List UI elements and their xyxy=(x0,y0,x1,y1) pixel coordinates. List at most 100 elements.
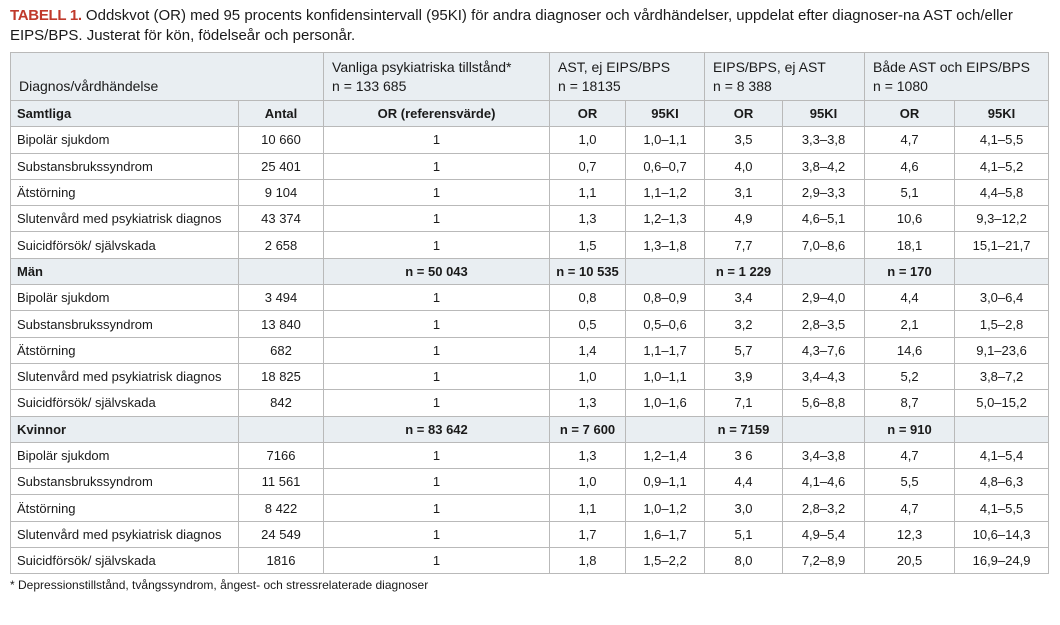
row-ast-ki: 1,6–1,7 xyxy=(625,520,706,549)
group-n-eips: n = 1 229 xyxy=(704,257,784,286)
row-ast-or: 1,7 xyxy=(549,520,627,549)
row-antal: 842 xyxy=(237,389,325,417)
row-eips-or: 3,9 xyxy=(704,362,784,391)
row-eips-ki: 3,4–4,3 xyxy=(782,362,866,391)
row-or-ref: 1 xyxy=(323,336,551,364)
row-bada-ki: 4,1–5,5 xyxy=(954,494,1050,522)
row-antal: 1816 xyxy=(237,547,325,575)
row-bada-ki: 5,0–15,2 xyxy=(954,389,1050,417)
row-or-ref: 1 xyxy=(323,205,551,233)
table-row: Ätstörning 8 422 1 1,1 1,0–1,2 3,0 2,8–3,2 4,7 4… xyxy=(10,494,1050,522)
row-or-ref: 1 xyxy=(323,520,551,549)
row-label: Suicidförsök/ självskada xyxy=(10,389,239,417)
row-ast-ki: 0,8–0,9 xyxy=(625,284,706,312)
row-ast-or: 1,4 xyxy=(549,336,627,364)
row-eips-or: 7,1 xyxy=(704,389,784,417)
row-antal: 7166 xyxy=(237,441,325,470)
group-n-vanliga: n = 83 642 xyxy=(323,415,551,443)
row-label: Substansbrukssyndrom xyxy=(10,152,239,180)
header-ast-title: AST, ej EIPS/BPS xyxy=(558,59,671,75)
row-label: Slutenvård med psykiatrisk diagnos xyxy=(10,362,239,391)
row-bada-ki: 4,8–6,3 xyxy=(954,468,1050,496)
row-or-ref: 1 xyxy=(323,468,551,496)
table-row: Substansbrukssyndrom 25 401 1 0,7 0,6–0,7 4,0… xyxy=(10,152,1050,180)
row-antal: 24 549 xyxy=(237,520,325,549)
row-antal: 2 658 xyxy=(237,231,325,259)
row-ast-ki: 1,3–1,8 xyxy=(625,231,706,259)
row-ast-or: 1,8 xyxy=(549,547,627,575)
row-eips-or: 4,0 xyxy=(704,152,784,180)
group-n-eips: n = 7159 xyxy=(704,415,784,443)
row-or-ref: 1 xyxy=(323,362,551,391)
group-empty xyxy=(954,257,1050,286)
group-antal-empty xyxy=(237,257,325,286)
row-antal: 18 825 xyxy=(237,362,325,391)
row-bada-or: 5,1 xyxy=(864,178,956,207)
group-empty xyxy=(782,415,866,443)
header-eips-n: n = 8 388 xyxy=(713,78,772,94)
group-name: Kvinnor xyxy=(10,415,239,443)
table-body: Samtliga Antal OR (referensvärde) OR 95KI OR 9… xyxy=(10,99,1050,575)
bada-ki-header: 95KI xyxy=(954,99,1050,128)
eips-ki-header: 95KI xyxy=(782,99,866,128)
table-row: Substansbrukssyndrom 11 561 1 1,0 0,9–1,1 4,4… xyxy=(10,468,1050,496)
row-or-ref: 1 xyxy=(323,231,551,259)
row-label: Bipolär sjukdom xyxy=(10,441,239,470)
header-diagnos: Diagnos/vårdhändelse xyxy=(9,52,325,101)
header-bada-n: n = 1080 xyxy=(873,78,928,94)
row-eips-or: 8,0 xyxy=(704,547,784,575)
eips-or-header: OR xyxy=(704,99,784,128)
table-row: Slutenvård med psykiatrisk diagnos 18 825… xyxy=(10,362,1050,391)
table-row: Suicidförsök/ självskada 2 658 1 1,5 1,3–1,8… xyxy=(10,231,1050,259)
header-vanliga: Vanliga psykiatriska tillstånd* n = 133 … xyxy=(323,52,551,101)
table-row: Substansbrukssyndrom 13 840 1 0,5 0,5–0,6 3,2… xyxy=(10,310,1050,338)
row-eips-ki: 4,6–5,1 xyxy=(782,205,866,233)
row-eips-or: 4,4 xyxy=(704,468,784,496)
row-ast-ki: 1,1–1,7 xyxy=(625,336,706,364)
row-bada-ki: 9,3–12,2 xyxy=(954,205,1050,233)
row-bada-or: 14,6 xyxy=(864,336,956,364)
row-bada-or: 20,5 xyxy=(864,547,956,575)
row-eips-or: 5,1 xyxy=(704,520,784,549)
row-ast-or: 0,8 xyxy=(549,284,627,312)
row-eips-or: 3 6 xyxy=(704,441,784,470)
row-or-ref: 1 xyxy=(323,152,551,180)
header-vanliga-n: n = 133 685 xyxy=(332,78,407,94)
row-or-ref: 1 xyxy=(323,310,551,338)
row-bada-ki: 3,0–6,4 xyxy=(954,284,1050,312)
row-antal: 3 494 xyxy=(237,284,325,312)
row-label: Bipolär sjukdom xyxy=(10,284,239,312)
row-ast-ki: 1,0–1,1 xyxy=(625,362,706,391)
row-or-ref: 1 xyxy=(323,284,551,312)
table-row: Slutenvård med psykiatrisk diagnos 24 549… xyxy=(10,520,1050,549)
row-eips-or: 3,5 xyxy=(704,126,784,154)
row-bada-ki: 16,9–24,9 xyxy=(954,547,1050,575)
row-bada-or: 10,6 xyxy=(864,205,956,233)
row-bada-ki: 4,1–5,5 xyxy=(954,126,1050,154)
row-antal: 43 374 xyxy=(237,205,325,233)
table-row: Bipolär sjukdom 7166 1 1,3 1,2–1,4 3 6 3,4–3,8… xyxy=(10,441,1050,470)
table-label: TABELL 1. xyxy=(10,7,82,24)
header-bada: Både AST och EIPS/BPS n = 1080 xyxy=(864,52,1050,101)
header-eips: EIPS/BPS, ej AST n = 8 388 xyxy=(704,52,866,101)
row-ast-ki: 0,6–0,7 xyxy=(625,152,706,180)
row-ast-or: 1,5 xyxy=(549,231,627,259)
row-eips-or: 5,7 xyxy=(704,336,784,364)
row-bada-ki: 9,1–23,6 xyxy=(954,336,1050,364)
header-ast: AST, ej EIPS/BPS n = 18135 xyxy=(549,52,706,101)
row-label: Bipolär sjukdom xyxy=(10,126,239,154)
group-header-row: Män n = 50 043 n = 10 535 n = 1 229 n = 170 xyxy=(10,257,1050,286)
header-row: Diagnos/vårdhändelse Vanliga psykiatrisk… xyxy=(9,52,1050,101)
row-label: Substansbrukssyndrom xyxy=(10,468,239,496)
row-or-ref: 1 xyxy=(323,389,551,417)
group-name: Män xyxy=(10,257,239,286)
row-eips-or: 3,1 xyxy=(704,178,784,207)
row-bada-ki: 1,5–2,8 xyxy=(954,310,1050,338)
group-n-vanliga: n = 50 043 xyxy=(323,257,551,286)
row-eips-ki: 2,8–3,2 xyxy=(782,494,866,522)
row-ast-or: 0,7 xyxy=(549,152,627,180)
group-empty xyxy=(625,257,706,286)
table-row: Ätstörning 9 104 1 1,1 1,1–1,2 3,1 2,9–3,3 5,1 4… xyxy=(10,178,1050,207)
row-antal: 682 xyxy=(237,336,325,364)
